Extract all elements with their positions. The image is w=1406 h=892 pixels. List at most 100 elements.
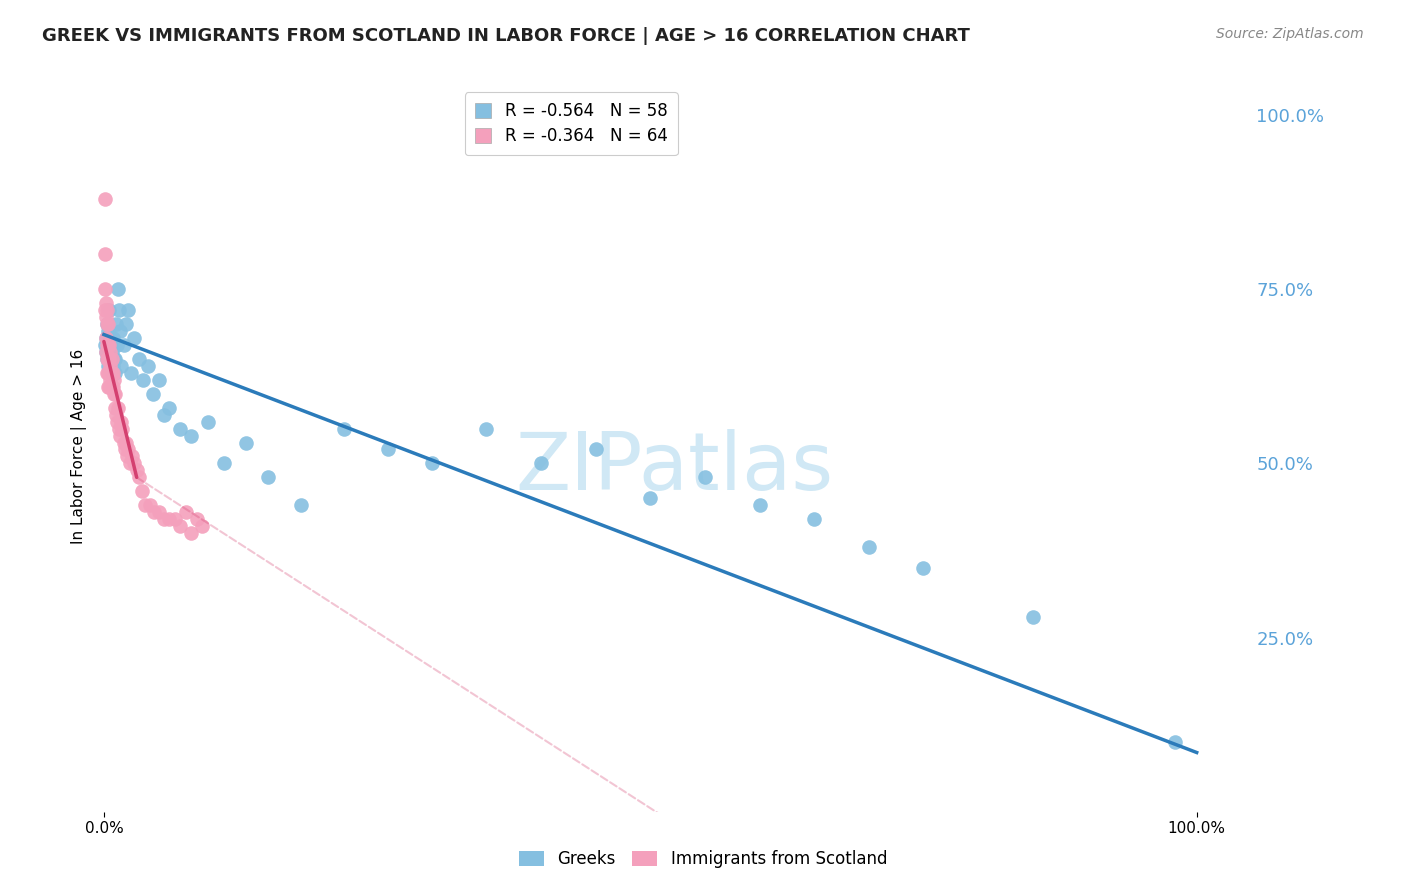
Point	[97, 351, 120, 366]
Text: Source: ZipAtlas.com: Source: ZipAtlas.com	[1216, 27, 1364, 41]
Point	[98, 303, 121, 318]
Point	[114, 317, 136, 331]
Point	[110, 428, 132, 442]
Point	[858, 540, 880, 554]
Point	[97, 359, 120, 373]
Point	[235, 435, 257, 450]
Point	[96, 317, 118, 331]
Point	[97, 380, 120, 394]
Point	[117, 442, 139, 457]
Point	[96, 351, 118, 366]
Point	[96, 366, 118, 380]
Point	[186, 512, 208, 526]
Point	[101, 331, 124, 345]
Point	[197, 415, 219, 429]
Point	[112, 338, 135, 352]
Point	[100, 351, 122, 366]
Point	[94, 310, 117, 325]
Point	[153, 512, 176, 526]
Point	[136, 359, 159, 373]
Point	[169, 519, 191, 533]
Point	[94, 331, 117, 345]
Point	[97, 338, 120, 352]
Point	[191, 519, 214, 533]
Point	[98, 380, 121, 394]
Point	[128, 351, 150, 366]
Point	[748, 498, 770, 512]
Text: ZIPatlas: ZIPatlas	[516, 429, 834, 507]
Point	[153, 408, 176, 422]
Point	[97, 317, 120, 331]
Point	[105, 338, 128, 352]
Point	[107, 401, 129, 415]
Point	[111, 421, 134, 435]
Point	[110, 324, 132, 338]
Point	[104, 351, 127, 366]
Point	[100, 345, 122, 359]
Point	[212, 457, 235, 471]
Point	[115, 450, 138, 464]
Point	[100, 373, 122, 387]
Y-axis label: In Labor Force | Age > 16: In Labor Force | Age > 16	[72, 349, 87, 543]
Point	[143, 505, 166, 519]
Point	[120, 457, 142, 471]
Point	[94, 345, 117, 359]
Legend: R = -0.564   N = 58, R = -0.364   N = 64: R = -0.564 N = 58, R = -0.364 N = 64	[464, 92, 678, 155]
Legend: Greeks, Immigrants from Scotland: Greeks, Immigrants from Scotland	[512, 844, 894, 875]
Point	[100, 380, 122, 394]
Point	[98, 366, 121, 380]
Point	[107, 282, 129, 296]
Point	[104, 401, 127, 415]
Point	[103, 386, 125, 401]
Point	[94, 303, 117, 318]
Point	[94, 331, 117, 345]
Point	[100, 366, 122, 380]
Point	[159, 401, 181, 415]
Point	[180, 428, 202, 442]
Point	[103, 338, 125, 352]
Point	[912, 561, 935, 575]
Point	[530, 457, 553, 471]
Point	[134, 498, 156, 512]
Point	[132, 373, 155, 387]
Point	[256, 470, 278, 484]
Point	[97, 324, 120, 338]
Point	[290, 498, 312, 512]
Point	[97, 366, 120, 380]
Point	[125, 463, 148, 477]
Point	[585, 442, 607, 457]
Point	[96, 303, 118, 318]
Point	[139, 498, 162, 512]
Point	[104, 408, 127, 422]
Point	[94, 338, 117, 352]
Point	[110, 415, 132, 429]
Point	[96, 338, 118, 352]
Point	[803, 512, 825, 526]
Point	[693, 470, 716, 484]
Point	[120, 366, 142, 380]
Point	[475, 421, 498, 435]
Point	[100, 331, 122, 345]
Point	[98, 338, 121, 352]
Point	[333, 421, 356, 435]
Point	[101, 366, 124, 380]
Point	[128, 470, 150, 484]
Point	[108, 303, 131, 318]
Point	[131, 484, 153, 499]
Point	[142, 386, 165, 401]
Point	[117, 303, 139, 318]
Point	[377, 442, 399, 457]
Point	[148, 373, 170, 387]
Point	[100, 359, 122, 373]
Point	[94, 345, 117, 359]
Point	[94, 247, 117, 261]
Point	[640, 491, 662, 506]
Point	[169, 421, 191, 435]
Point	[124, 331, 146, 345]
Point	[121, 450, 143, 464]
Point	[108, 421, 131, 435]
Point	[101, 380, 124, 394]
Point	[159, 512, 181, 526]
Point	[104, 366, 127, 380]
Point	[94, 282, 117, 296]
